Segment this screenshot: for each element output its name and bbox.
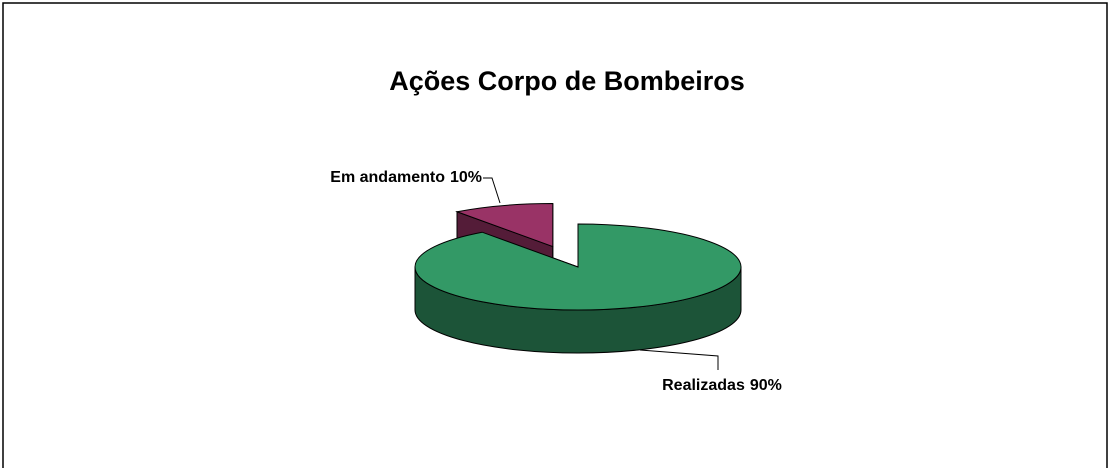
label-category: Realizadas [662, 377, 745, 394]
leader-line [483, 177, 501, 204]
chart-title: Ações Corpo de Bombeiros [389, 66, 745, 96]
label-value: 10% [450, 169, 482, 186]
label-category: Em andamento [330, 169, 445, 186]
data-label: Em andamento 10% [330, 169, 482, 186]
pie [414, 203, 742, 354]
leader-line [639, 349, 719, 370]
label-value: 90% [750, 377, 782, 394]
data-label: Realizadas 90% [662, 377, 782, 394]
slice [414, 223, 742, 311]
slice [455, 203, 554, 248]
